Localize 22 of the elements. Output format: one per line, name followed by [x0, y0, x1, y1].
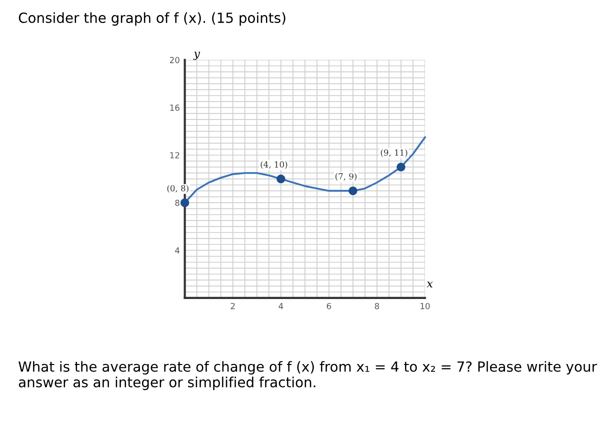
- point: [396, 162, 406, 172]
- y-tick-label: 8: [175, 200, 180, 206]
- y-tick-label: 16: [170, 104, 180, 111]
- annotation: (4, 10): [260, 161, 288, 169]
- annotation: (9, 11): [380, 149, 408, 157]
- x-tick-label: 6: [326, 302, 332, 310]
- chart-title: Consider the graph of f (x). (15 points): [18, 12, 286, 26]
- text: What is the average rate of change of f (x) from x₁ = 4 to x₂ = 7? Please write your answer as an integer or simplified fraction.: [18, 361, 598, 390]
- point: [180, 198, 190, 208]
- point: [276, 174, 286, 184]
- x-axis-title: x: [426, 282, 433, 288]
- point: [348, 186, 358, 196]
- annotation: (0, 8): [167, 184, 188, 193]
- x-tick-label: 8: [374, 302, 380, 310]
- y-tick-label: 12: [170, 152, 180, 158]
- x-tick-label: 4: [278, 303, 284, 310]
- annotation: (7, 9): [335, 173, 357, 181]
- y-axis-title: y: [193, 52, 200, 60]
- y-tick-label: 20: [170, 56, 180, 64]
- x-tick-label: 10: [420, 302, 430, 310]
- y-tick-label: 4: [175, 247, 180, 254]
- x-tick-label: 2: [230, 302, 235, 310]
